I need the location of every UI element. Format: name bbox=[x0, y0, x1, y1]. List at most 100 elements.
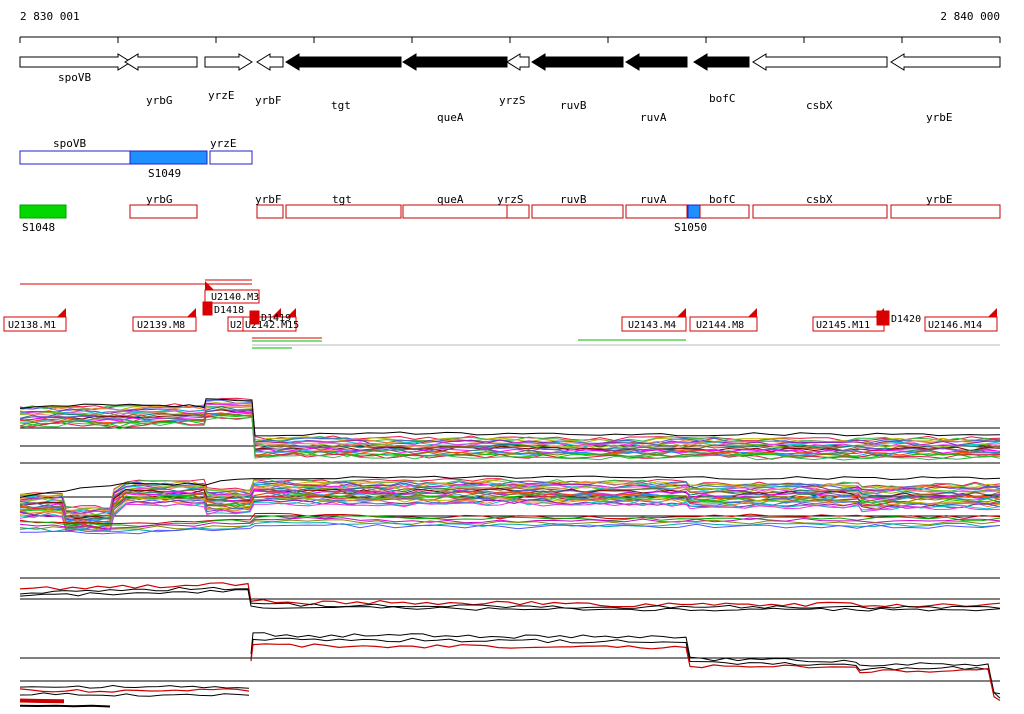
probe-label-U2139.M8: U2139.M8 bbox=[137, 320, 185, 331]
summary-trace bbox=[19, 704, 111, 708]
gene-label-yrzE: yrzE bbox=[208, 89, 235, 102]
gene-arrow-ruvA[interactable] bbox=[625, 53, 688, 71]
expression-trace bbox=[19, 516, 1001, 529]
transcript-box-S1049[interactable] bbox=[129, 150, 208, 165]
probe-flag-icon bbox=[272, 308, 281, 317]
probe-label-U2145.M11: U2145.M11 bbox=[816, 320, 870, 331]
feature-label-S1048: S1048 bbox=[22, 221, 55, 234]
expression-trace bbox=[19, 512, 1001, 525]
summary-trace bbox=[19, 475, 1001, 498]
transcript-label-S1049: S1049 bbox=[148, 167, 181, 180]
feature-label-ruvB: ruvB bbox=[560, 193, 587, 206]
feature-box-ruvA[interactable] bbox=[625, 204, 688, 219]
feature-label-bofC: bofC bbox=[709, 193, 736, 206]
feature-track: S1048 yrbG yrbF tgt queA yrzS ruvB ruvA S1050 bof… bbox=[19, 193, 1001, 234]
probe-marker-D1420[interactable] bbox=[876, 310, 890, 326]
chart-panel-ratio-track-upper bbox=[19, 577, 1001, 612]
summary-trace bbox=[250, 643, 1001, 702]
gene-label-ruvB: ruvB bbox=[560, 99, 587, 112]
probe-flag-icon bbox=[748, 308, 757, 317]
feature-label-ruvA: ruvA bbox=[640, 193, 667, 206]
expression-trace bbox=[19, 492, 1001, 524]
coordinate-start-label: 2 830 001 bbox=[20, 10, 80, 23]
feature-box-csbX[interactable] bbox=[752, 204, 888, 219]
transcript-label-yrzE: yrzE bbox=[210, 137, 237, 150]
gene-arrow-track: spoVB yrbG yrzE yrbF tgt queA yrzS ruvB ruvA bofC… bbox=[19, 53, 1001, 124]
probe-label-U2144.M8: U2144.M8 bbox=[696, 320, 744, 331]
feature-label-yrbG: yrbG bbox=[146, 193, 173, 206]
summary-trace bbox=[19, 586, 1001, 610]
gene-arrow-csbX[interactable] bbox=[752, 53, 888, 71]
probe-marker-label-D1419: D1419 bbox=[261, 313, 291, 324]
feature-label-tgt: tgt bbox=[332, 193, 352, 206]
gene-arrow-yrbE[interactable] bbox=[890, 53, 1001, 71]
gene-arrow-spoVB[interactable] bbox=[19, 53, 132, 71]
feature-box-yrbE[interactable] bbox=[890, 204, 1001, 219]
probe-box-U2144.M8[interactable] bbox=[689, 316, 758, 332]
gene-label-queA: queA bbox=[437, 111, 464, 124]
gene-label-yrzS: yrzS bbox=[499, 94, 526, 107]
transcript-box-yrzE[interactable] bbox=[209, 150, 253, 165]
gene-arrow-yrzE[interactable] bbox=[204, 53, 253, 71]
feature-box-S1048[interactable] bbox=[19, 204, 67, 219]
chart-panel-expression-profiles-lower bbox=[19, 475, 1001, 535]
expression-trace bbox=[19, 416, 1001, 461]
probe-marker-label-D1420: D1420 bbox=[891, 314, 921, 325]
probe-box-U2146.M14[interactable] bbox=[924, 316, 998, 332]
probe-label-U2143.M4: U2143.M4 bbox=[628, 320, 676, 331]
gene-arrow-bofC[interactable] bbox=[693, 53, 750, 71]
probe-label-U2140.M3: U2140.M3 bbox=[211, 292, 259, 303]
feature-label-yrzS: yrzS bbox=[497, 193, 524, 206]
gene-arrow-tgt[interactable] bbox=[285, 53, 402, 71]
feature-box-queA[interactable] bbox=[402, 204, 508, 219]
probe-marker-D1418[interactable] bbox=[202, 301, 213, 316]
expression-trace bbox=[19, 486, 1001, 517]
expression-trace bbox=[19, 484, 1001, 518]
gene-label-spoVB: spoVB bbox=[58, 71, 91, 84]
gene-arrow-yrbG[interactable] bbox=[124, 53, 198, 71]
chart-panel-ratio-track-lower bbox=[19, 632, 1001, 708]
summary-trace bbox=[19, 398, 1001, 437]
summary-trace bbox=[19, 698, 65, 704]
probe-box-U2143.M4[interactable] bbox=[621, 316, 687, 332]
gene-arrow-queA[interactable] bbox=[402, 53, 508, 71]
ruler-track bbox=[19, 36, 1001, 43]
feature-box-S1050[interactable] bbox=[687, 204, 701, 219]
summary-trace bbox=[250, 632, 1001, 695]
feature-label-S1050: S1050 bbox=[674, 221, 707, 234]
probe-marker-label-D1418: D1418 bbox=[214, 305, 244, 316]
feature-box-ruvB[interactable] bbox=[531, 204, 624, 219]
gene-arrow-yrzS[interactable] bbox=[506, 53, 530, 71]
probe-box-U2140.M3[interactable] bbox=[204, 289, 260, 304]
feature-box-yrbG[interactable] bbox=[129, 204, 198, 219]
expression-trace bbox=[19, 519, 1001, 531]
probe-box-U2138.M1[interactable] bbox=[3, 316, 67, 332]
gene-label-bofC: bofC bbox=[709, 92, 736, 105]
feature-label-yrbE: yrbE bbox=[926, 193, 953, 206]
feature-box-yrbF[interactable] bbox=[256, 204, 284, 219]
gene-arrow-yrbF[interactable] bbox=[256, 53, 284, 71]
probe-box-U2139.M8[interactable] bbox=[132, 316, 197, 332]
feature-box-yrzS[interactable] bbox=[506, 204, 530, 219]
summary-trace bbox=[19, 589, 1001, 612]
feature-label-queA: queA bbox=[437, 193, 464, 206]
gene-label-yrbG: yrbG bbox=[146, 94, 173, 107]
summary-trace bbox=[250, 637, 1001, 699]
gene-arrow-ruvB[interactable] bbox=[531, 53, 624, 71]
summary-trace bbox=[19, 684, 250, 689]
probe-flag-icon bbox=[57, 308, 66, 317]
feature-box-bofC[interactable] bbox=[699, 204, 750, 219]
probe-flag-icon bbox=[287, 308, 296, 317]
probe-marker-D1419[interactable] bbox=[249, 310, 260, 325]
summary-trace bbox=[19, 582, 1001, 608]
expression-trace bbox=[19, 404, 1001, 448]
chart-panel-expression-profiles-upper bbox=[19, 397, 1001, 464]
expression-trace bbox=[19, 408, 1001, 454]
probe-track: U2140.M3U2138.M1U2139.M8U2141.M12U2142.M… bbox=[3, 279, 1000, 349]
feature-box-tgt[interactable] bbox=[285, 204, 402, 219]
probe-label-U2138.M1: U2138.M1 bbox=[8, 320, 56, 331]
transcript-label-spoVB: spoVB bbox=[53, 137, 86, 150]
probe-flag-icon bbox=[187, 308, 196, 317]
